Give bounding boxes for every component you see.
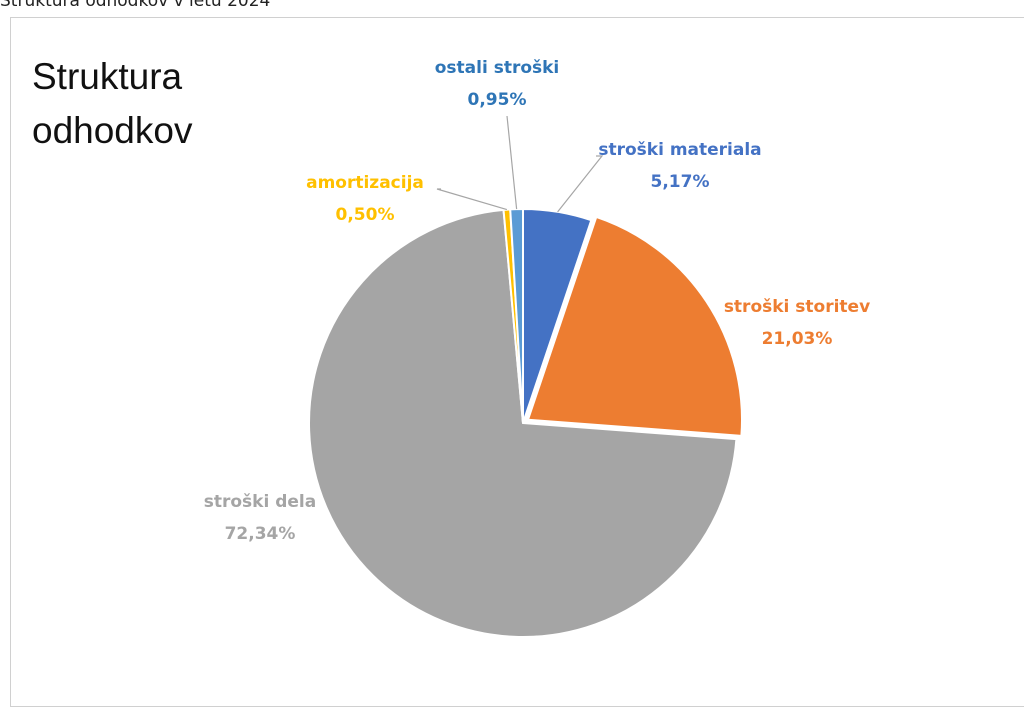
- value-label: 5,17%: [651, 172, 710, 192]
- category-label: stroški dela: [204, 492, 316, 512]
- leader-line: [506, 115, 518, 210]
- value-label: 0,95%: [468, 90, 527, 110]
- leader-line: [557, 155, 604, 213]
- category-label: ostali stroški: [435, 58, 560, 78]
- category-label: stroški materiala: [598, 140, 761, 160]
- value-label: 72,34%: [225, 524, 296, 544]
- caption: Struktura odhodkov v letu 2024: [0, 0, 271, 11]
- leader-line: [436, 188, 508, 211]
- pie-slice: [308, 208, 738, 638]
- value-label: 21,03%: [762, 329, 833, 349]
- category-label: amortizacija: [306, 173, 424, 193]
- pie-slice: [526, 215, 743, 437]
- chart-title: Struktura odhodkov: [32, 56, 193, 151]
- category-label: stroški storitev: [724, 297, 870, 317]
- value-label: 0,50%: [336, 205, 395, 225]
